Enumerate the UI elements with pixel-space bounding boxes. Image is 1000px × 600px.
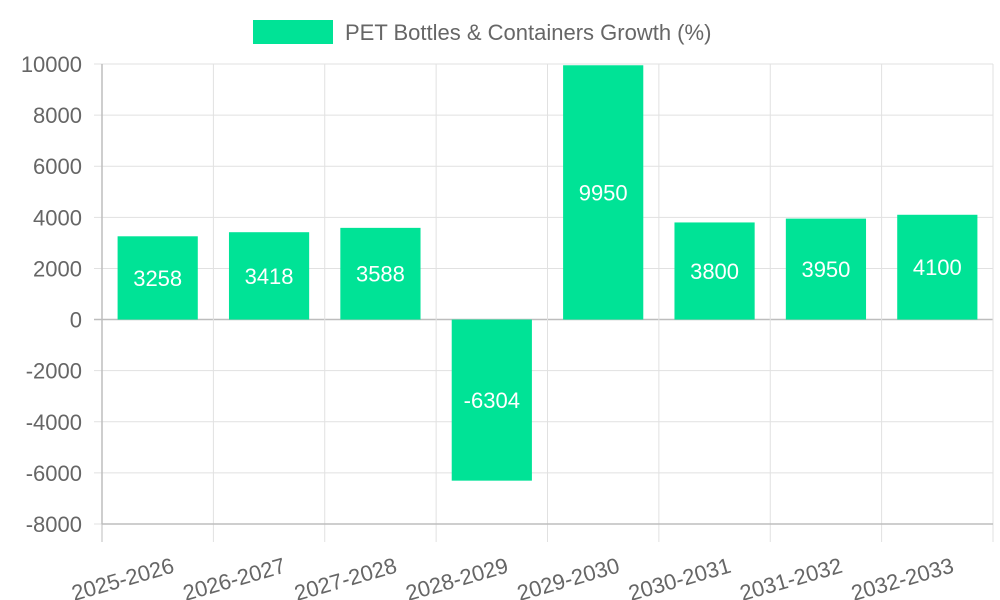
axes: [101, 64, 993, 525]
data-label: 3258: [133, 266, 182, 291]
data-label: 3418: [245, 264, 294, 289]
y-tick-label: 6000: [33, 154, 82, 179]
x-tick-label: 2026-2027: [180, 553, 288, 600]
x-tick-label: 2030-2031: [626, 553, 734, 600]
y-tick-label: -4000: [26, 410, 82, 435]
legend-label: PET Bottles & Containers Growth (%): [345, 20, 711, 45]
y-tick-label: 4000: [33, 205, 82, 230]
y-tick-label: 8000: [33, 103, 82, 128]
data-label: -6304: [464, 388, 520, 413]
data-label: 3950: [801, 257, 850, 282]
data-label: 3800: [690, 259, 739, 284]
bar[interactable]: [340, 227, 421, 320]
bar[interactable]: [897, 214, 978, 320]
legend[interactable]: PET Bottles & Containers Growth (%): [253, 20, 711, 45]
x-tick-label: 2032-2033: [848, 553, 956, 600]
y-tick-label: -8000: [26, 512, 82, 537]
y-tick-label: 10000: [21, 52, 82, 77]
legend-swatch: [253, 20, 333, 44]
y-tick-label: 2000: [33, 256, 82, 281]
y-tick-label: 0: [70, 308, 82, 333]
x-tick-label: 2027-2028: [291, 553, 399, 600]
bar[interactable]: [117, 236, 198, 320]
x-tick-label: 2028-2029: [403, 553, 511, 600]
bar[interactable]: [563, 65, 644, 320]
data-label: 4100: [913, 255, 962, 280]
y-tick-label: -2000: [26, 359, 82, 384]
x-tick-label: 2029-2030: [514, 553, 622, 600]
bar[interactable]: [674, 222, 755, 320]
y-tick-label: -6000: [26, 461, 82, 486]
x-tick-label: 2031-2032: [737, 553, 845, 600]
x-tick-label: 2025-2026: [69, 553, 177, 600]
bar[interactable]: [451, 319, 532, 481]
bar[interactable]: [228, 232, 310, 320]
bars: [117, 65, 978, 481]
data-label: 3588: [356, 262, 405, 287]
bar[interactable]: [785, 218, 867, 320]
data-label: 9950: [579, 180, 628, 205]
